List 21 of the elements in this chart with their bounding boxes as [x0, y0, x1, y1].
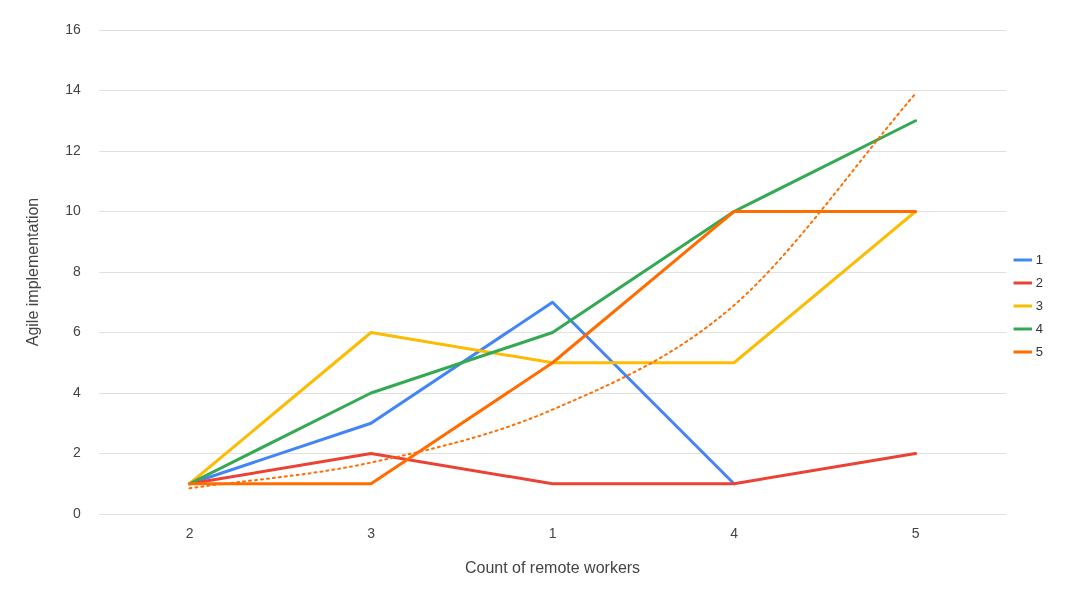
x-tick-label: 5 [911, 525, 920, 542]
y-tick-label: 10 [65, 202, 81, 219]
y-tick-label: 4 [72, 383, 81, 400]
y-axis-title: Agile implementation [24, 197, 42, 347]
y-tick-label: 14 [65, 81, 81, 98]
legend-label: 1 [1035, 251, 1043, 267]
legend-label: 2 [1035, 274, 1043, 290]
x-axis-title: Count of remote workers [464, 558, 641, 576]
legend-label: 4 [1035, 320, 1043, 336]
x-tick-label: 2 [185, 525, 194, 542]
y-tick-label: 16 [65, 20, 81, 37]
y-tick-label: 8 [72, 262, 81, 279]
y-tick-label: 0 [72, 504, 81, 521]
y-tick-label: 12 [65, 141, 81, 158]
legend-label: 3 [1035, 297, 1043, 313]
x-tick-label: 1 [548, 525, 557, 542]
y-tick-label: 6 [72, 323, 81, 340]
x-tick-label: 4 [730, 525, 739, 542]
y-tick-label: 2 [72, 444, 81, 461]
legend-label: 5 [1035, 343, 1043, 359]
x-tick-label: 3 [367, 525, 376, 542]
